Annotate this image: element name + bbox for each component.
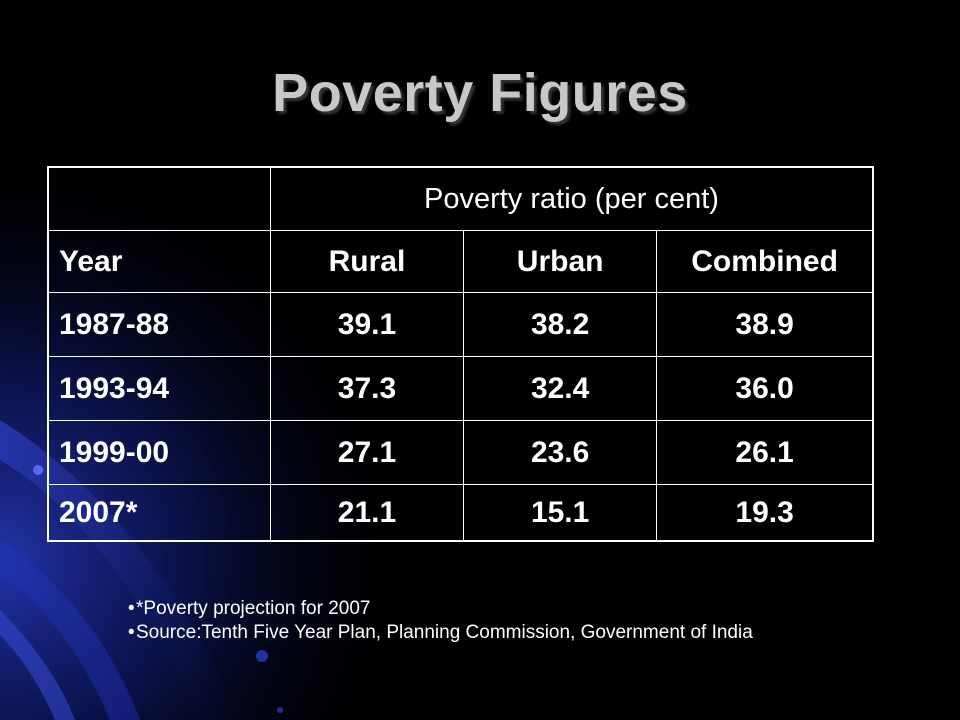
- urban-cell: 38.2: [463, 292, 658, 357]
- column-header-rural: Rural: [269, 230, 465, 293]
- poverty-ratio-header: Poverty ratio (per cent): [269, 166, 874, 231]
- urban-cell: 23.6: [463, 420, 658, 485]
- urban-cell: 15.1: [463, 484, 658, 542]
- column-header-year: Year: [47, 230, 271, 293]
- rural-cell: 37.3: [269, 356, 465, 421]
- empty-corner-cell: [47, 166, 271, 231]
- year-cell: 1987-88: [47, 292, 271, 357]
- column-header-urban: Urban: [463, 230, 658, 293]
- combined-cell: 26.1: [656, 420, 874, 485]
- rural-cell: 21.1: [269, 484, 465, 542]
- table-row: 1999-00 27.1 23.6 26.1: [47, 420, 874, 485]
- combined-cell: 38.9: [656, 292, 874, 357]
- poverty-table: Poverty ratio (per cent) Year Rural Urba…: [47, 166, 874, 542]
- footnote-projection: •*Poverty projection for 2007: [128, 597, 753, 621]
- footnote-source: •Source:Tenth Five Year Plan, Planning C…: [128, 621, 753, 645]
- combined-cell: 19.3: [656, 484, 874, 542]
- table-column-header-row: Year Rural Urban Combined: [47, 230, 874, 293]
- slide-title: Poverty Figures: [272, 63, 688, 123]
- combined-cell: 36.0: [656, 356, 874, 421]
- bullet-glyph: •: [128, 598, 135, 619]
- table-row: 1987-88 39.1 38.2 38.9: [47, 292, 874, 357]
- table-row: 2007* 21.1 15.1 19.3: [47, 484, 874, 542]
- table-row: 1993-94 37.3 32.4 36.0: [47, 356, 874, 421]
- column-header-combined: Combined: [656, 230, 874, 293]
- year-cell: 2007*: [47, 484, 271, 542]
- bullet-glyph: •: [128, 622, 135, 643]
- year-cell: 1999-00: [47, 420, 271, 485]
- footnote-text: Source:Tenth Five Year Plan, Planning Co…: [136, 622, 753, 643]
- rural-cell: 39.1: [269, 292, 465, 357]
- footnote-text: *Poverty projection for 2007: [136, 598, 371, 619]
- urban-cell: 32.4: [463, 356, 658, 421]
- table-group-header-row: Poverty ratio (per cent): [47, 166, 874, 231]
- rural-cell: 27.1: [269, 420, 465, 485]
- footnotes-list: •*Poverty projection for 2007 •Source:Te…: [128, 597, 753, 645]
- year-cell: 1993-94: [47, 356, 271, 421]
